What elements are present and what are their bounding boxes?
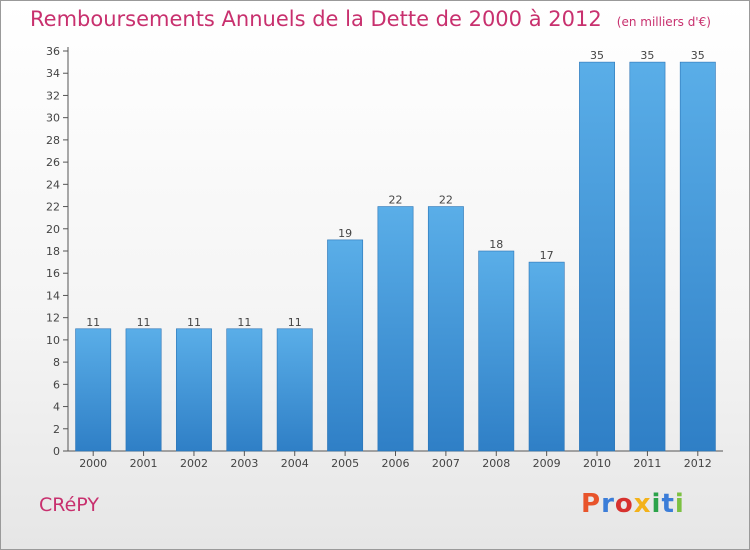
bar-value-label: 11 xyxy=(288,316,302,329)
bar xyxy=(226,328,263,452)
logo-letter: P xyxy=(581,489,602,519)
x-tick-label: 2003 xyxy=(230,457,258,470)
y-tick-label: 20 xyxy=(46,223,60,236)
bar-value-label: 17 xyxy=(540,249,554,262)
logo-letter: t xyxy=(661,489,675,519)
bar-value-label: 35 xyxy=(640,49,654,62)
logo-letter: r xyxy=(601,489,615,519)
bar xyxy=(377,206,414,452)
bar xyxy=(579,61,615,452)
y-tick-label: 0 xyxy=(53,445,60,458)
bar-value-label: 35 xyxy=(590,49,604,62)
bar xyxy=(427,206,464,452)
logo-letter: i xyxy=(674,489,685,519)
y-tick-label: 26 xyxy=(46,156,60,169)
bar-value-label: 22 xyxy=(389,194,403,207)
y-tick-label: 32 xyxy=(46,89,60,102)
chart-title: Remboursements Annuels de la Dette de 20… xyxy=(30,7,602,31)
y-tick-label: 36 xyxy=(46,45,60,58)
bar xyxy=(478,250,515,452)
y-tick-label: 22 xyxy=(46,201,60,214)
x-tick-label: 2007 xyxy=(432,457,460,470)
y-tick-label: 18 xyxy=(46,245,60,258)
y-tick-label: 28 xyxy=(46,134,60,147)
y-tick-label: 12 xyxy=(46,312,60,325)
bar xyxy=(327,239,364,452)
bar-value-label: 22 xyxy=(439,194,453,207)
logo-letter: i xyxy=(651,489,662,519)
bar xyxy=(629,61,666,452)
bar-value-label: 35 xyxy=(691,49,705,62)
logo-letter: x xyxy=(633,489,652,519)
y-tick-label: 16 xyxy=(46,267,60,280)
chart-subtitle: (en milliers d'€) xyxy=(616,15,711,29)
proxiti-logo: Proxiti xyxy=(581,489,685,519)
y-tick-label: 24 xyxy=(46,178,60,191)
logo-letter: o xyxy=(614,489,634,519)
bar xyxy=(276,328,313,452)
y-tick-label: 34 xyxy=(46,67,60,80)
bar xyxy=(528,261,565,452)
x-tick-label: 2008 xyxy=(482,457,510,470)
bar xyxy=(176,328,212,452)
x-tick-label: 2002 xyxy=(180,457,208,470)
bar-value-label: 11 xyxy=(137,316,151,329)
x-tick-label: 2010 xyxy=(583,457,611,470)
title-row: Remboursements Annuels de la Dette de 20… xyxy=(30,7,711,31)
x-tick-label: 2001 xyxy=(130,457,158,470)
x-tick-label: 2012 xyxy=(684,457,712,470)
bar xyxy=(125,328,162,452)
y-tick-label: 2 xyxy=(53,423,60,436)
bar-value-label: 11 xyxy=(237,316,251,329)
y-tick-label: 30 xyxy=(46,112,60,125)
bar xyxy=(679,61,716,452)
bar-value-label: 19 xyxy=(338,227,352,240)
bar-value-label: 11 xyxy=(86,316,100,329)
x-tick-label: 2000 xyxy=(79,457,107,470)
bar-value-label: 18 xyxy=(489,238,503,251)
y-tick-label: 14 xyxy=(46,289,60,302)
bar-value-label: 11 xyxy=(187,316,201,329)
x-tick-label: 2005 xyxy=(331,457,359,470)
x-tick-label: 2009 xyxy=(533,457,561,470)
bar xyxy=(75,328,112,452)
y-tick-label: 8 xyxy=(53,356,60,369)
y-tick-label: 6 xyxy=(53,378,60,391)
x-tick-label: 2006 xyxy=(382,457,410,470)
x-tick-label: 2011 xyxy=(633,457,661,470)
y-tick-label: 4 xyxy=(53,401,60,414)
town-name: CRéPY xyxy=(39,494,99,516)
x-tick-label: 2004 xyxy=(281,457,309,470)
y-tick-label: 10 xyxy=(46,334,60,347)
